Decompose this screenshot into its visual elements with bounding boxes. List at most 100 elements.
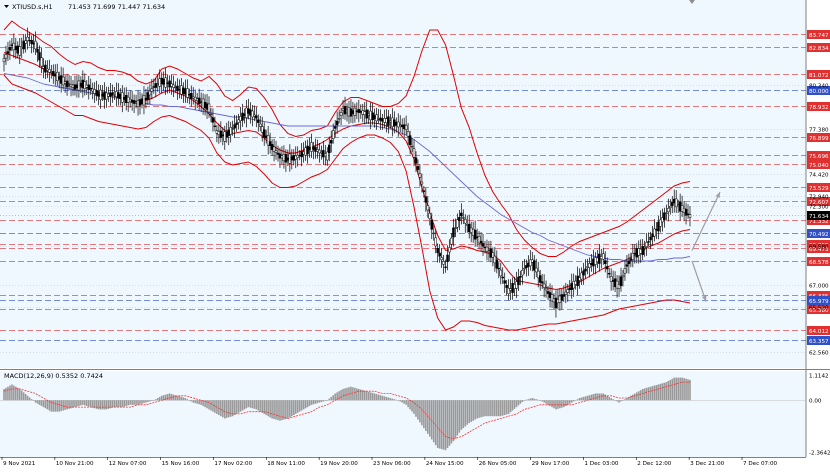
macd-histogram-bar: [397, 400, 400, 401]
macd-histogram-bar: [298, 400, 301, 412]
candle-body: [375, 114, 378, 122]
macd-histogram-bar: [584, 396, 587, 401]
macd-histogram-bar: [529, 398, 532, 401]
candle-body: [136, 99, 140, 108]
candle-body: [91, 88, 94, 92]
macd-histogram-bar: [265, 400, 267, 416]
macd-histogram-bar: [127, 400, 129, 406]
candle-body: [586, 266, 589, 268]
candle-body: [527, 262, 530, 267]
macd-histogram-bar: [18, 388, 21, 401]
price-tick-label: 74.420: [809, 172, 829, 178]
candle-body: [631, 253, 635, 260]
macd-histogram-bar: [3, 388, 5, 401]
candle-body: [195, 98, 199, 101]
candle-body: [59, 75, 63, 84]
macd-histogram-bar: [647, 387, 650, 401]
candle-body: [115, 91, 118, 98]
candle-body: [523, 268, 526, 270]
macd-panel: 1.1142 0.00 -2.3642: [0, 373, 830, 456]
macd-histogram-bar: [24, 394, 27, 401]
candle-body: [489, 248, 493, 258]
candle-body: [578, 277, 581, 281]
macd-histogram-bar: [314, 400, 317, 404]
candle-body: [184, 88, 187, 95]
candle-body: [158, 78, 161, 87]
macd-histogram-bar: [620, 400, 622, 402]
time-label: 19 Nov 20:00: [320, 461, 358, 467]
macd-tick-label: -2.3642: [809, 450, 830, 456]
macd-histogram-bar: [340, 390, 342, 401]
macd-histogram-bar: [405, 400, 407, 405]
macd-histogram-bar: [196, 400, 198, 404]
macd-histogram-bar: [87, 400, 90, 407]
candle-body: [609, 276, 613, 282]
macd-histogram-bar: [464, 400, 467, 427]
macd-histogram-bar: [630, 395, 632, 401]
macd-histogram-bar: [476, 400, 478, 419]
macd-histogram-bar: [659, 383, 662, 401]
candle-body: [34, 40, 37, 50]
macd-histogram-bar: [358, 388, 360, 401]
macd-histogram-bar: [482, 400, 484, 417]
macd-histogram-bar: [492, 400, 494, 417]
macd-histogram-bar: [618, 400, 620, 403]
macd-histogram-bar: [46, 400, 49, 410]
candle-body: [316, 149, 319, 152]
candle-body: [148, 90, 152, 96]
macd-histogram-bar: [279, 400, 281, 421]
macd-histogram-bar: [572, 400, 575, 402]
candle-body: [686, 213, 690, 215]
projection-arrow-down: [691, 260, 707, 302]
candle-body: [197, 97, 201, 105]
macd-histogram-bar: [70, 400, 72, 409]
candle-body: [363, 111, 366, 116]
level-price-tag: [807, 197, 830, 206]
candle-body: [471, 229, 475, 236]
candle-body: [672, 198, 676, 204]
candle-body: [320, 151, 323, 154]
macd-histogram-bar: [497, 400, 500, 417]
time-label: 18 Nov 11:00: [267, 461, 305, 467]
macd-histogram-bar: [263, 400, 266, 414]
macd-histogram-bar: [635, 392, 638, 401]
macd-histogram-bar: [151, 400, 153, 401]
macd-histogram-bar: [13, 385, 15, 401]
candle-body: [635, 248, 639, 258]
level-price-label: 70.492: [809, 232, 829, 238]
dropdown-triangle-icon[interactable]: [4, 5, 9, 8]
macd-histogram-bar: [192, 400, 195, 403]
candle-body: [655, 229, 658, 231]
horizontal-levels: [0, 34, 806, 341]
candle-body: [406, 131, 410, 137]
candle-body: [584, 268, 587, 272]
macd-histogram-bar: [602, 393, 605, 401]
macd-histogram-bar: [383, 396, 386, 401]
candle-body: [24, 40, 27, 44]
macd-histogram-bar: [578, 398, 581, 401]
candle-body: [40, 57, 43, 67]
macd-histogram-bar: [454, 400, 457, 439]
candle-body: [174, 86, 177, 89]
macd-histogram-bar: [139, 400, 141, 405]
candle-body: [467, 223, 471, 233]
macd-histogram-bar: [135, 400, 137, 405]
macd-histogram-bar: [574, 400, 577, 401]
candle-body: [580, 272, 583, 280]
macd-histogram-bar: [342, 388, 344, 401]
macd-histogram-bar: [137, 400, 139, 405]
macd-histogram-bar: [16, 387, 19, 401]
macd-histogram-bar: [338, 391, 340, 401]
candle-body: [306, 145, 309, 155]
macd-histogram-bar: [438, 400, 441, 449]
candle-body: [531, 259, 534, 263]
scroll-marker-icon[interactable]: [689, 0, 695, 4]
macd-histogram-bar: [413, 400, 415, 414]
macd-histogram-bar: [103, 400, 106, 410]
macd-histogram-bar: [281, 400, 283, 421]
macd-histogram-bar: [432, 400, 435, 443]
candle-body: [345, 109, 349, 113]
macd-histogram-bar: [141, 400, 143, 404]
macd-histogram-bar: [153, 400, 155, 401]
